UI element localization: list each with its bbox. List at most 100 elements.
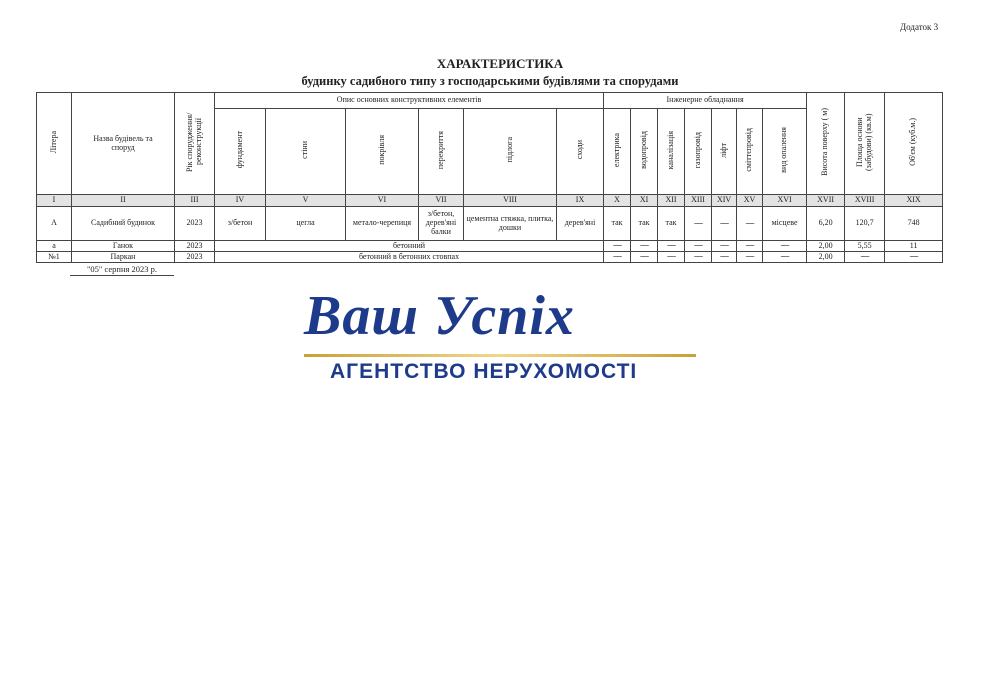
table-cell: 5,55 [844, 240, 886, 252]
table-cell: 2023 [174, 251, 215, 263]
column-numeral: XIII [684, 194, 713, 207]
header-fundament: фундамент [214, 108, 266, 195]
column-numeral: XIX [884, 194, 944, 207]
table-cell: ------ [684, 251, 713, 263]
table-cell: ------ [762, 240, 808, 252]
column-numeral: IX [555, 194, 605, 207]
table-cell: ------ [762, 251, 808, 263]
table-cell: ------ [657, 251, 686, 263]
header-ceiling: перекриття [418, 108, 464, 195]
table-cell: 748 [884, 206, 944, 241]
header-stairs: сходи [555, 108, 605, 195]
column-numeral: VI [345, 194, 419, 207]
table-row: А Садибний будинок 2023 з/бетон цегла метало-… [36, 206, 944, 241]
header-gas: газопровід [684, 108, 713, 195]
table-cell: цегла [265, 206, 346, 241]
table-cell: №1 [36, 251, 72, 263]
header-electric: електрика [603, 108, 632, 195]
table-cell: з/бетон, дерев'яні балки [418, 206, 464, 241]
header-floor: підлога [463, 108, 557, 195]
table-cell: 2023 [174, 206, 215, 241]
header-area: Площа основи (забудови) (кв.м) [844, 92, 886, 195]
table-cell: ------ [844, 251, 886, 263]
table-cell: 6,20 [806, 206, 846, 241]
header-water: водопровід [630, 108, 659, 195]
table-cell: а [36, 240, 72, 252]
document-title: ХАРАКТЕРИСТИКА [436, 56, 564, 71]
table-cell: ------ [684, 240, 713, 252]
table-cell: ------ [736, 240, 764, 252]
header-walls: стіни [265, 108, 346, 195]
table-cell: цементна стяжка, плитка, дошки [463, 206, 557, 241]
logo-name: Ваш Успіх [304, 285, 575, 347]
table-cell: метало-черепиця [345, 206, 419, 241]
header-constructive: Опис основних конструктивних елементів [213, 92, 605, 109]
column-numeral: XVI [762, 194, 808, 207]
header-sewer: каналізація [657, 108, 686, 195]
table-cell: 2023 [174, 240, 215, 252]
logo-tagline: АГЕНТСТВО НЕРУХОМОСТІ [330, 360, 638, 383]
table-row: №1 Паркан 2023 бетонний в бетонних стовпах -… [36, 251, 944, 263]
header-lift: ліфт [711, 108, 738, 195]
table-cell: бетонний [213, 240, 605, 252]
table-cell: ------ [711, 251, 738, 263]
logo-gold-line [304, 354, 696, 357]
table-cell: ------ [630, 251, 659, 263]
table-cell: 2,00 [806, 251, 846, 263]
table-cell: так [630, 206, 659, 241]
table-cell: 120,7 [844, 206, 886, 241]
column-numeral: XI [630, 194, 659, 207]
table-cell: ------ [736, 251, 764, 263]
column-numeral: XVII [806, 194, 846, 207]
table-cell: 2,00 [806, 240, 846, 252]
header-heating: вид опалення [762, 108, 808, 195]
column-numeral: XII [657, 194, 686, 207]
table-row: а Ганок 2023 бетонний ------ ------ ------ ----… [36, 240, 944, 252]
column-numeral: X [603, 194, 632, 207]
column-numeral: V [265, 194, 346, 207]
table-cell: Паркан [71, 251, 175, 263]
column-numeral: VIII [463, 194, 557, 207]
table-cell: ------ [630, 240, 659, 252]
table-cell: з/бетон [214, 206, 266, 241]
table-cell: Садибний будинок [71, 206, 175, 241]
header-garbage: сміттєпровід [736, 108, 764, 195]
table-cell: ------ [711, 240, 738, 252]
column-numeral: VII [418, 194, 464, 207]
header-roof: покрівля [345, 108, 419, 195]
table-cell: дерев'яні [555, 206, 605, 241]
table-cell: ------ [657, 240, 686, 252]
column-numeral: IV [214, 194, 266, 207]
table-cell: Ганок [71, 240, 175, 252]
document-subtitle: будинку садибного типу з господарськими … [301, 74, 679, 88]
column-numeral: III [174, 194, 215, 207]
table-cell: ------ [711, 206, 738, 241]
document-date: "05" серпня 2023 р. [70, 264, 174, 276]
header-name: Назва будівель та споруд [71, 92, 175, 195]
table-cell: 11 [884, 240, 944, 252]
appendix-label: Додаток 3 [900, 22, 939, 32]
table-cell: ------ [603, 251, 632, 263]
table-cell: так [603, 206, 632, 241]
column-numeral: XIV [711, 194, 738, 207]
header-volume: Об'єм (куб.м.) [884, 92, 944, 195]
table-cell: так [657, 206, 686, 241]
column-numeral: XVIII [844, 194, 886, 207]
table-cell: А [36, 206, 72, 241]
header-height: Висота поверху ( м) [806, 92, 846, 195]
column-numeral: XV [736, 194, 764, 207]
table-cell: місцеве [762, 206, 808, 241]
numeral-row: I II III IV V VI VII VIII IX X XI XII XIII XIV XV XVI XV… [36, 194, 944, 207]
agency-logo: Ваш Успіх АГЕНТСТВО НЕРУХОМОСТІ [300, 285, 700, 388]
table-cell: бетонний в бетонних стовпах [213, 251, 605, 263]
table-cell: ------ [684, 206, 713, 241]
table-cell: ------ [603, 240, 632, 252]
column-numeral: I [36, 194, 72, 207]
header-year: Рік спорудження/ реконструкції [174, 92, 215, 195]
table-cell: ------ [884, 251, 944, 263]
column-numeral: II [71, 194, 175, 207]
header-litera: Літера [36, 92, 72, 195]
characteristics-table: Літера Назва будівель та споруд Рік спор… [36, 92, 944, 263]
header-engineering: Інженерне обладнання [603, 92, 808, 109]
table-cell: ------ [736, 206, 764, 241]
